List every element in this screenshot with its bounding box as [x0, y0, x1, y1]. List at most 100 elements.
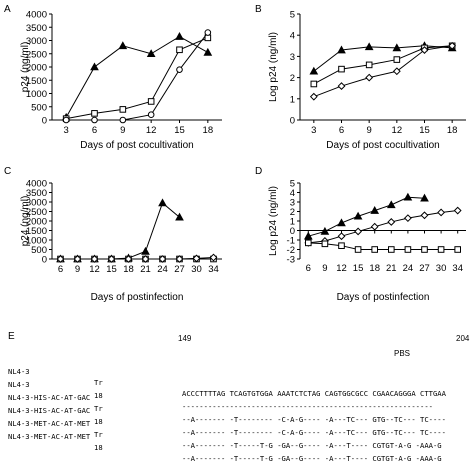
- diamond-marker: [175, 255, 184, 263]
- x-tick-label: 3: [64, 125, 69, 136]
- series-line: [66, 37, 209, 120]
- series-line: [66, 32, 209, 121]
- y-tick-label: 2000: [26, 63, 47, 74]
- diamond-marker: [437, 208, 446, 217]
- y-tick-label: 3000: [26, 36, 47, 47]
- x-tick-label: 34: [452, 263, 463, 274]
- y-tick-label: 0: [42, 116, 47, 127]
- square-marker: [421, 246, 428, 253]
- square-marker: [321, 240, 329, 248]
- y-axis-label: p24 (ng/ml): [20, 42, 31, 93]
- triangle-marker: [353, 211, 363, 220]
- x-tick-label: 9: [75, 264, 80, 275]
- chart-panel-a: A 0 500 1000 1500 2000 2500 3000 3500 4000 3 6 9 12 15…: [4, 4, 222, 151]
- sequence-row: NL4-3-MET-AC-AT-MET 18 --A------- -T----…: [8, 420, 442, 463]
- x-tick-label: 6: [339, 125, 344, 136]
- y-tick-label: 3500: [26, 188, 47, 199]
- y-tick-label: 1000: [26, 236, 47, 247]
- y-axis-label: Log p24 (ng/ml): [268, 32, 279, 102]
- diamond-marker: [56, 255, 65, 263]
- triangle-marker: [175, 212, 184, 221]
- y-tick-label: 3: [290, 198, 295, 209]
- diamond-marker: [448, 41, 457, 50]
- triangle-marker: [158, 198, 167, 207]
- y-tick-label: 1000: [26, 89, 47, 100]
- y-tick-label: 4000: [26, 10, 47, 21]
- y-tick-label: 3500: [26, 23, 47, 34]
- sequence-text: --A------- -T-------- -C-A-G---- -A---TC…: [182, 428, 446, 437]
- diamond-marker: [73, 255, 82, 263]
- series-line: [308, 210, 458, 244]
- y-axis-label: p24 (ng/ml): [20, 196, 31, 247]
- sequence-alignment-panel: E 149 204 PBS NL4-3 Tr ACCCTTTTAG TCAGTG…: [4, 331, 472, 463]
- triangle-marker: [420, 193, 429, 202]
- diamond-marker: [337, 232, 346, 241]
- series-line: [65, 35, 209, 118]
- series-line: [60, 256, 214, 260]
- diamond-marker: [107, 255, 116, 263]
- x-tick-label: 18: [123, 264, 134, 275]
- circle-marker: [119, 116, 127, 124]
- sequence-row: NL4-3 18 -------------------------------…: [8, 368, 433, 411]
- y-tick-label: 2000: [26, 217, 47, 228]
- diamond-marker: [420, 211, 429, 220]
- diamond-marker: [392, 67, 401, 76]
- diamond-marker: [158, 255, 167, 263]
- y-tick-label: 2500: [26, 207, 47, 218]
- construct-name: NL4-3-HIS-AC-AT-GAC: [8, 393, 91, 402]
- triangle-marker: [309, 66, 319, 75]
- diamond-marker: [387, 218, 396, 226]
- x-axis-label: Days of postinfection: [91, 292, 184, 303]
- x-tick-label: 12: [336, 263, 347, 274]
- x-axis-label: Days of postinfection: [337, 292, 430, 303]
- diamond-marker: [403, 214, 412, 223]
- square-marker: [388, 246, 395, 253]
- y-axis-label: Log p24 (ng/ml): [268, 186, 279, 256]
- circle-marker: [147, 111, 155, 118]
- sequence-text: --A------- -T-----T-G -GA--G---- -A---T-…: [182, 441, 442, 450]
- square-marker: [338, 65, 345, 73]
- triangle-marker: [403, 192, 413, 201]
- triangle-marker: [386, 200, 396, 209]
- x-tick-label: 9: [367, 125, 372, 136]
- construct-name: NL4-3: [8, 380, 30, 389]
- sequence-row: NL4-3-HIS-AC-AT-GAC Tr --A------- -T----…: [8, 381, 446, 424]
- y-tick-label: 0: [290, 116, 295, 127]
- square-marker: [371, 246, 378, 253]
- x-tick-label: 15: [419, 125, 430, 136]
- sequence-text: ----------------------------------------…: [182, 402, 433, 411]
- square-marker: [91, 110, 98, 117]
- y-tick-label: -1: [287, 236, 295, 247]
- sequence-end-number: 204: [456, 334, 470, 343]
- sample-type: Tr: [94, 404, 103, 413]
- y-tick-label: 500: [31, 102, 47, 113]
- x-tick-label: 18: [203, 125, 214, 136]
- y-tick-label: 1500: [26, 226, 47, 237]
- square-marker: [310, 80, 318, 88]
- y-tick-label: 5: [290, 179, 295, 190]
- square-marker: [354, 246, 362, 253]
- y-tick-label: -2: [287, 245, 295, 256]
- x-tick-label: 30: [191, 264, 202, 275]
- y-tick-label: 2500: [26, 49, 47, 60]
- triangle-marker: [370, 206, 380, 214]
- construct-name: NL4-3-MET-AC-AT-MET: [8, 432, 91, 441]
- diamond-marker: [124, 255, 133, 263]
- triangle-marker: [175, 31, 184, 40]
- diamond-marker: [309, 92, 318, 101]
- x-axis-label: Days of post cocultivation: [326, 140, 439, 151]
- y-tick-label: 3: [290, 52, 295, 63]
- square-marker: [147, 98, 155, 105]
- triangle-marker: [392, 43, 402, 52]
- series-line: [308, 242, 458, 250]
- circle-marker: [176, 66, 183, 73]
- triangle-marker: [203, 47, 213, 56]
- square-marker: [338, 242, 345, 249]
- diamond-marker: [365, 73, 374, 82]
- construct-name: NL4-3-HIS-AC-AT-GAC: [8, 406, 91, 415]
- panel-letter: B: [255, 4, 262, 15]
- square-marker: [437, 246, 445, 253]
